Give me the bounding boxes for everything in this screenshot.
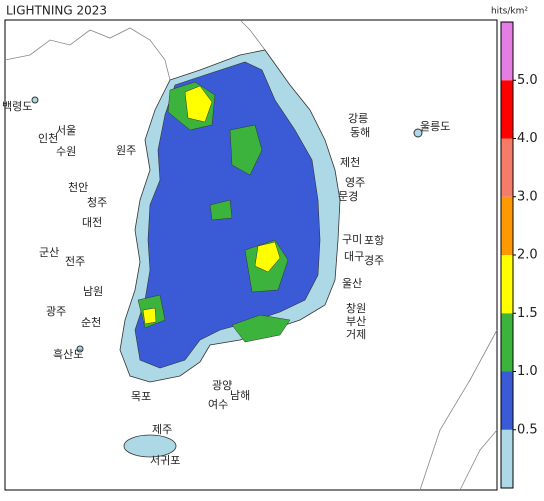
place-label: 제주 bbox=[152, 423, 172, 436]
place-label: 제천 bbox=[340, 155, 360, 169]
place-label: 원주 bbox=[116, 144, 136, 157]
place-label: 청주 bbox=[87, 196, 107, 209]
colorbar-tick-label: 5.0 bbox=[517, 73, 538, 88]
map-title: LIGHTNING 2023 bbox=[6, 4, 107, 18]
place-label: 울릉도 bbox=[420, 120, 450, 133]
place-label: 동해 bbox=[350, 125, 370, 139]
place-label: 인천 bbox=[38, 131, 58, 145]
unit-label: hits/km² bbox=[491, 7, 528, 17]
colorbar-segment bbox=[501, 429, 513, 488]
place-label: 목포 bbox=[131, 390, 151, 403]
jeju-island bbox=[123, 434, 177, 458]
colorbar-tick-label: 0.5 bbox=[517, 422, 538, 437]
place-label: 수원 bbox=[56, 145, 76, 158]
place-label: 포항 bbox=[364, 234, 384, 247]
colorbar-tick-label: 1.0 bbox=[517, 364, 538, 379]
place-label: 대전 bbox=[82, 216, 102, 229]
place-label: 서울 bbox=[56, 124, 76, 137]
place-label: 남원 bbox=[83, 285, 103, 298]
place-label: 문경 bbox=[338, 190, 358, 203]
colorbar-segment bbox=[501, 371, 513, 430]
island bbox=[76, 345, 84, 353]
place-label: 광주 bbox=[46, 305, 66, 318]
colorbar-segment bbox=[501, 255, 513, 314]
place-label: 남해 bbox=[230, 388, 250, 402]
colorbar-tick-label: 4.0 bbox=[517, 131, 538, 146]
colorbar-tick-label: 2.0 bbox=[517, 248, 538, 263]
island bbox=[413, 128, 423, 138]
colorbar-segment bbox=[501, 138, 513, 197]
colorbar-tick-label: 3.0 bbox=[517, 189, 538, 204]
colorbar-segment bbox=[501, 313, 513, 372]
place-label: 구미 bbox=[342, 233, 362, 246]
colorbar-segment bbox=[501, 80, 513, 139]
colorbar-tick-label: 1.5 bbox=[517, 306, 538, 321]
place-label: 백령도 bbox=[2, 100, 32, 113]
place-label: 천안 bbox=[68, 180, 88, 194]
place-label: 여수 bbox=[208, 398, 228, 411]
place-label: 영주 bbox=[345, 176, 365, 189]
place-label: 대구 bbox=[344, 250, 364, 263]
island bbox=[31, 96, 39, 104]
high-zones bbox=[142, 85, 281, 325]
place-label: 서귀포 bbox=[150, 454, 180, 467]
place-label: 울산 bbox=[342, 277, 362, 290]
place-label: 전주 bbox=[65, 255, 85, 268]
place-label: 경주 bbox=[364, 254, 384, 267]
colorbar: 0.5 1.0 1.5 2.0 3.0 4.0 5.0 bbox=[500, 21, 538, 489]
place-label: 거제 bbox=[346, 328, 366, 341]
place-label: 흑산도 bbox=[53, 347, 83, 361]
place-label: 순천 bbox=[81, 315, 101, 329]
place-label: 부산 bbox=[346, 315, 366, 328]
place-label: 군산 bbox=[39, 246, 59, 259]
place-label: 광양 bbox=[212, 379, 232, 392]
colorbar-segment bbox=[501, 22, 513, 81]
place-label: 강릉 bbox=[348, 112, 368, 125]
colorbar-segment bbox=[501, 196, 513, 255]
coastlines bbox=[4, 19, 498, 491]
place-label: 창원 bbox=[346, 302, 366, 315]
